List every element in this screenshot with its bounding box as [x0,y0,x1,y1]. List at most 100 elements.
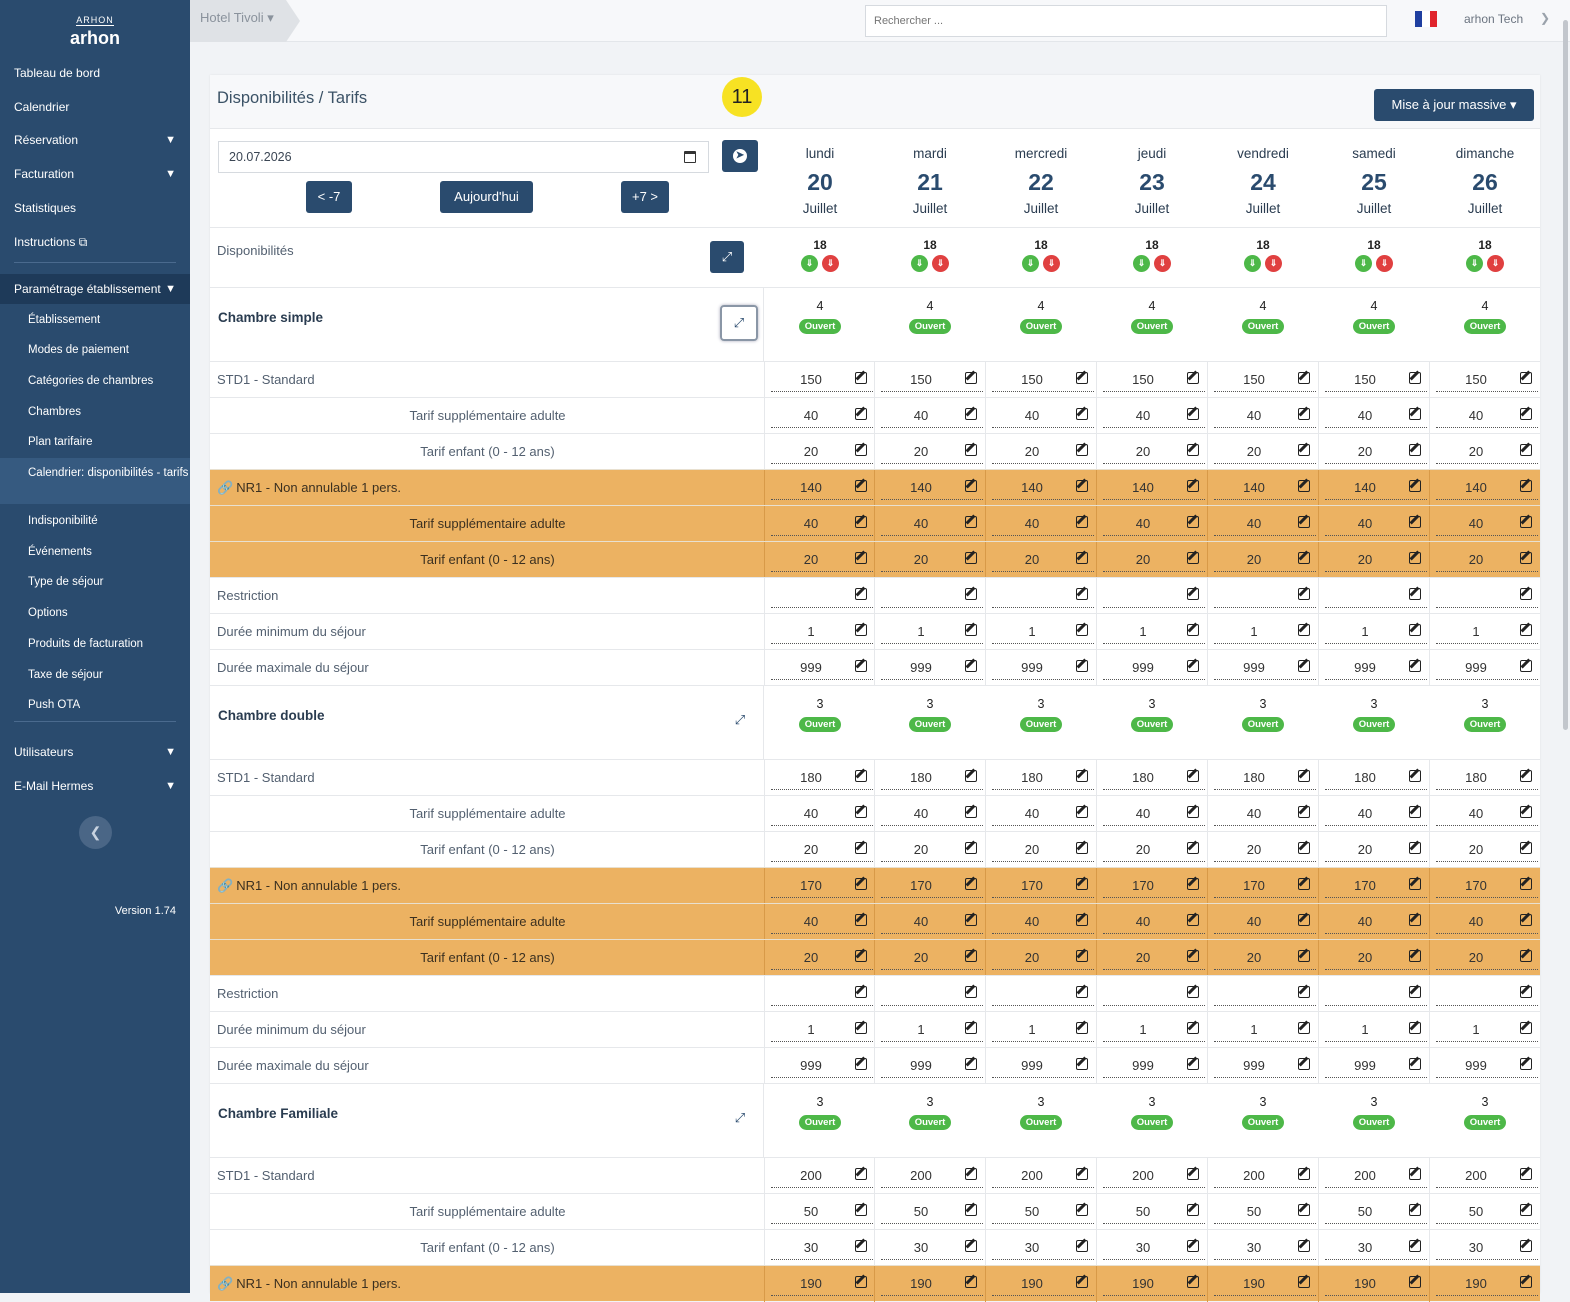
edit-icon[interactable] [1409,516,1421,528]
rate-value-cell[interactable]: 40 [1103,909,1205,934]
go-button[interactable]: ➤ [722,140,758,172]
rate-value-cell[interactable] [1214,583,1316,608]
rate-value-cell[interactable]: 999 [881,655,983,680]
edit-icon[interactable] [1409,1276,1421,1288]
rate-value-cell[interactable] [992,583,1094,608]
language-flag-icon[interactable] [1415,11,1437,27]
rate-value-cell[interactable] [771,981,873,1006]
rate-value-cell[interactable]: 140 [1214,475,1316,500]
today-button[interactable]: Aujourd'hui [440,181,533,213]
edit-icon[interactable] [1298,842,1310,854]
close-all-icon[interactable]: ⇓ [1154,255,1171,272]
edit-icon[interactable] [1298,372,1310,384]
status-badge[interactable]: Ouvert [1241,717,1285,732]
edit-icon[interactable] [965,408,977,420]
rate-value-cell[interactable]: 40 [771,801,873,826]
rate-value-cell[interactable] [1325,583,1427,608]
edit-icon[interactable] [1520,1168,1532,1180]
rate-value-cell[interactable]: 999 [1214,655,1316,680]
edit-icon[interactable] [855,878,867,890]
rate-value-cell[interactable]: 40 [992,909,1094,934]
edit-icon[interactable] [1520,1204,1532,1216]
rate-value-cell[interactable]: 200 [1325,1163,1427,1188]
edit-icon[interactable] [1298,1240,1310,1252]
edit-icon[interactable] [1187,986,1199,998]
rate-value-cell[interactable]: 1 [1214,1017,1316,1042]
calendar-icon[interactable] [684,151,696,163]
sidebar-item-reservation[interactable]: Réservation ▼ [0,125,190,155]
rate-value-cell[interactable] [1436,981,1538,1006]
sidebar-subitem[interactable]: Événements [0,537,190,567]
rate-value-cell[interactable]: 999 [1436,1053,1538,1078]
edit-icon[interactable] [855,624,867,636]
status-badge[interactable]: Ouvert [908,1115,952,1130]
edit-icon[interactable] [1520,1058,1532,1070]
edit-icon[interactable] [1520,480,1532,492]
edit-icon[interactable] [855,372,867,384]
edit-icon[interactable] [1076,986,1088,998]
sidebar-subitem[interactable]: Push OTA [0,690,190,720]
mass-update-button[interactable]: Mise à jour massive ▾ [1374,89,1534,121]
rate-value-cell[interactable]: 20 [1325,837,1427,862]
edit-icon[interactable] [1187,914,1199,926]
edit-icon[interactable] [1409,444,1421,456]
search-input[interactable] [865,5,1387,37]
edit-icon[interactable] [965,444,977,456]
sidebar-item-bottom[interactable]: Utilisateurs ▼ [0,737,190,767]
date-input[interactable]: 20.07.2026 [218,141,709,173]
edit-icon[interactable] [1409,552,1421,564]
edit-icon[interactable] [1520,516,1532,528]
edit-icon[interactable] [1520,1022,1532,1034]
edit-icon[interactable] [1409,480,1421,492]
rate-value-cell[interactable]: 150 [1325,367,1427,392]
hotel-selector[interactable]: Hotel Tivoli ▾ [190,0,300,42]
edit-icon[interactable] [1187,806,1199,818]
rate-value-cell[interactable]: 1 [771,619,873,644]
rate-value-cell[interactable]: 140 [992,475,1094,500]
edit-icon[interactable] [965,480,977,492]
prev-week-button[interactable]: < -7 [306,181,352,213]
edit-icon[interactable] [965,1276,977,1288]
edit-icon[interactable] [1076,842,1088,854]
rate-value-cell[interactable]: 20 [1436,837,1538,862]
status-badge[interactable]: Ouvert [798,319,842,334]
edit-icon[interactable] [855,842,867,854]
edit-icon[interactable] [1520,914,1532,926]
sidebar-subitem[interactable]: Taxe de séjour [0,660,190,690]
sidebar-subitem[interactable]: Calendrier: disponibilités - tarifs [0,458,190,504]
edit-icon[interactable] [1409,624,1421,636]
rate-value-cell[interactable]: 30 [992,1235,1094,1260]
rate-value-cell[interactable]: 40 [1325,511,1427,536]
rate-value-cell[interactable]: 200 [881,1163,983,1188]
edit-icon[interactable] [1076,1022,1088,1034]
open-all-icon[interactable]: ⇓ [1022,255,1039,272]
rate-value-cell[interactable]: 20 [1325,945,1427,970]
edit-icon[interactable] [965,372,977,384]
rate-value-cell[interactable]: 20 [992,945,1094,970]
edit-icon[interactable] [1298,806,1310,818]
edit-icon[interactable] [1520,1276,1532,1288]
rate-value-cell[interactable]: 40 [1436,801,1538,826]
rate-value-cell[interactable]: 40 [881,511,983,536]
sidebar-collapse-button[interactable]: ❮ [79,816,112,849]
edit-icon[interactable] [855,588,867,600]
edit-icon[interactable] [1409,1204,1421,1216]
rate-value-cell[interactable]: 190 [1214,1271,1316,1296]
edit-icon[interactable] [1187,660,1199,672]
rate-value-cell[interactable]: 180 [1325,765,1427,790]
rate-value-cell[interactable]: 30 [1103,1235,1205,1260]
rate-value-cell[interactable]: 1 [1103,1017,1205,1042]
sidebar-section-parametrage[interactable]: Paramétrage établissement ▼ [0,274,190,304]
status-badge[interactable]: Ouvert [908,717,952,732]
edit-icon[interactable] [1076,552,1088,564]
rate-value-cell[interactable]: 1 [992,619,1094,644]
rate-value-cell[interactable]: 999 [992,1053,1094,1078]
edit-icon[interactable] [1409,1022,1421,1034]
edit-icon[interactable] [1298,588,1310,600]
edit-icon[interactable] [855,408,867,420]
rate-value-cell[interactable]: 190 [771,1271,873,1296]
rate-value-cell[interactable]: 190 [1325,1271,1427,1296]
rate-value-cell[interactable]: 50 [1325,1199,1427,1224]
sidebar-subitem[interactable]: Type de séjour [0,567,190,597]
status-badge[interactable]: Ouvert [1130,717,1174,732]
